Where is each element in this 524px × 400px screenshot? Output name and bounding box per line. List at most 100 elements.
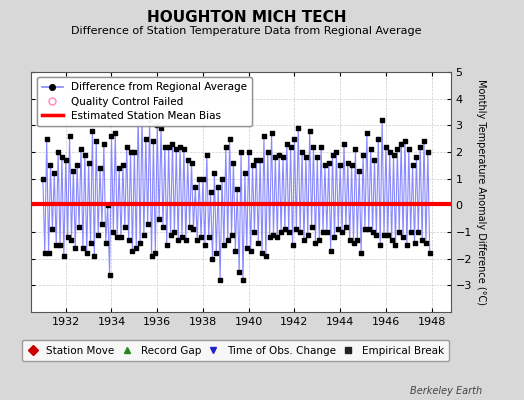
Point: [269, 232, 278, 238]
Point: [399, 234, 407, 240]
Point: [345, 237, 354, 243]
Point: [170, 229, 179, 235]
Legend: Station Move, Record Gap, Time of Obs. Change, Empirical Break: Station Move, Record Gap, Time of Obs. C…: [23, 340, 449, 361]
Point: [237, 149, 245, 155]
Point: [84, 160, 93, 166]
Point: [66, 133, 74, 139]
Point: [275, 152, 283, 158]
Point: [332, 149, 341, 155]
Point: [292, 226, 301, 232]
Point: [418, 237, 427, 243]
Point: [266, 234, 274, 240]
Point: [111, 130, 119, 136]
Point: [271, 154, 280, 160]
Point: [201, 242, 209, 248]
Point: [195, 176, 203, 182]
Point: [311, 240, 320, 246]
Point: [250, 229, 259, 235]
Point: [273, 234, 281, 240]
Point: [380, 232, 388, 238]
Point: [298, 149, 306, 155]
Point: [347, 162, 356, 168]
Point: [303, 232, 312, 238]
Point: [324, 160, 333, 166]
Point: [261, 253, 270, 259]
Point: [220, 242, 228, 248]
Point: [212, 250, 221, 256]
Point: [180, 146, 188, 152]
Point: [422, 240, 430, 246]
Point: [191, 184, 200, 190]
Point: [136, 240, 144, 246]
Point: [141, 136, 150, 142]
Point: [124, 237, 133, 243]
Point: [378, 117, 386, 123]
Point: [239, 277, 247, 283]
Text: Difference of Station Temperature Data from Regional Average: Difference of Station Temperature Data f…: [71, 26, 421, 36]
Point: [39, 176, 47, 182]
Point: [155, 216, 163, 222]
Point: [48, 226, 57, 232]
Point: [248, 162, 257, 168]
Point: [157, 125, 165, 131]
Point: [63, 234, 72, 240]
Point: [52, 242, 60, 248]
Point: [162, 242, 171, 248]
Point: [203, 152, 211, 158]
Point: [185, 224, 194, 230]
Point: [199, 176, 207, 182]
Point: [119, 162, 127, 168]
Point: [397, 141, 406, 147]
Point: [282, 141, 291, 147]
Point: [355, 168, 364, 174]
Point: [245, 149, 253, 155]
Point: [147, 253, 156, 259]
Point: [90, 253, 99, 259]
Point: [61, 157, 70, 163]
Point: [115, 165, 123, 171]
Point: [144, 221, 152, 227]
Point: [329, 152, 337, 158]
Point: [361, 226, 369, 232]
Point: [140, 232, 148, 238]
Point: [389, 152, 398, 158]
Point: [309, 144, 318, 150]
Point: [172, 146, 180, 152]
Point: [159, 224, 167, 230]
Point: [351, 146, 359, 152]
Point: [279, 154, 287, 160]
Point: [197, 234, 205, 240]
Point: [60, 253, 68, 259]
Point: [231, 248, 239, 254]
Point: [100, 141, 108, 147]
Point: [107, 133, 116, 139]
Point: [357, 250, 365, 256]
Point: [56, 242, 64, 248]
Point: [58, 154, 66, 160]
Point: [285, 229, 293, 235]
Point: [376, 242, 385, 248]
Point: [288, 242, 297, 248]
Point: [224, 237, 232, 243]
Point: [218, 176, 226, 182]
Point: [149, 138, 158, 144]
Point: [182, 237, 190, 243]
Point: [281, 226, 289, 232]
Point: [302, 154, 310, 160]
Point: [145, 117, 154, 123]
Point: [73, 162, 81, 168]
Point: [395, 229, 403, 235]
Point: [45, 250, 53, 256]
Point: [225, 136, 234, 142]
Point: [132, 245, 140, 251]
Point: [294, 125, 302, 131]
Point: [290, 136, 299, 142]
Point: [353, 237, 362, 243]
Point: [401, 138, 409, 144]
Point: [391, 242, 400, 248]
Point: [168, 141, 177, 147]
Point: [243, 245, 251, 251]
Point: [330, 234, 339, 240]
Point: [88, 128, 96, 134]
Point: [334, 226, 343, 232]
